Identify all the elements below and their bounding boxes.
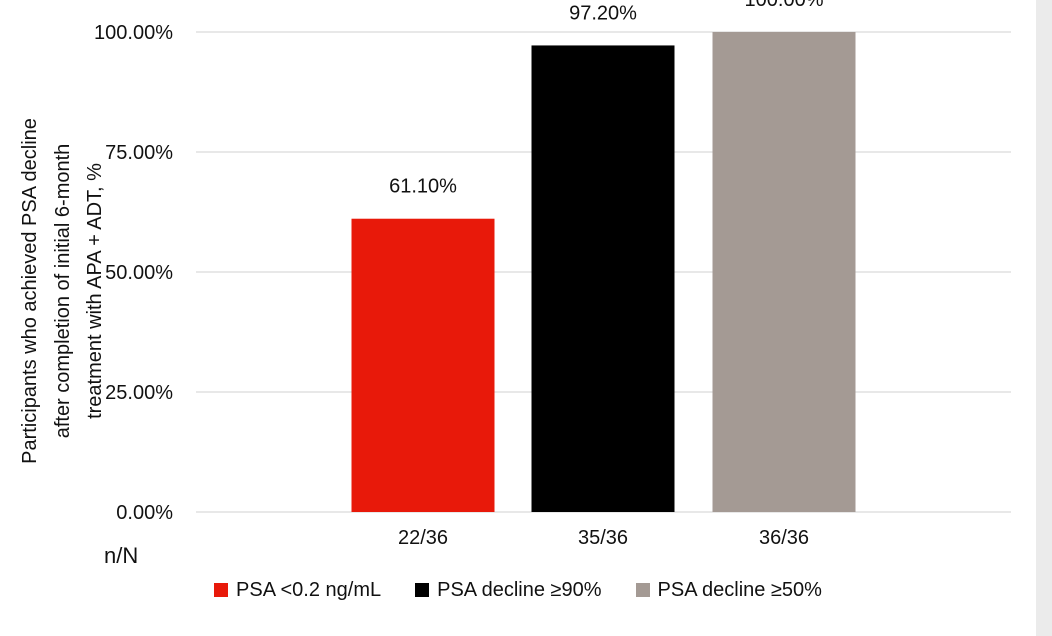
y-axis-title-line: Participants who achieved PSA decline [19, 118, 41, 464]
legend-item-psa-decline-50: PSA decline ≥50% [635, 578, 822, 602]
right-edge-strip [1036, 0, 1052, 636]
y-axis-title-line: treatment with APA + ADT, % [84, 163, 106, 419]
legend-swatch-gray [635, 583, 650, 597]
y-tick-label: 25.00% [105, 382, 173, 404]
legend-swatch-red [214, 583, 229, 597]
y-axis-title-line-group: Participants who achieved PSA decline [19, 118, 41, 464]
legend-label: PSA <0.2 ng/mL [236, 578, 382, 601]
labels: 0.00% 25.00% 50.00% 75.00% 100.00% 61.10% 22/3… [19, 0, 824, 568]
bar [531, 45, 675, 512]
data-label: 100.00% [745, 0, 824, 11]
data-label: 61.10% [389, 176, 457, 198]
x-tick-label: 22/36 [398, 527, 448, 549]
bar [712, 32, 856, 512]
bar [351, 218, 495, 512]
legend-item-psa-below-0-2: PSA <0.2 ng/mL [214, 579, 381, 602]
legend-label: PSA decline ≥90% [437, 578, 602, 601]
y-axis-title-line-group: after completion of initial 6-month [52, 144, 74, 439]
y-tick-label: 75.00% [105, 142, 173, 164]
y-tick-label: 100.00% [94, 22, 173, 44]
data-label: 97.20% [569, 2, 637, 24]
legend-item-psa-decline-90: PSA decline ≥90% [415, 578, 602, 602]
legend-label: PSA decline ≥50% [657, 578, 822, 601]
y-axis-title-line-group: treatment with APA + ADT, % [84, 163, 106, 419]
y-tick-label: 50.00% [105, 262, 173, 284]
x-axis-title: n/N [104, 543, 138, 568]
y-axis-title-line: after completion of initial 6-month [52, 144, 74, 439]
x-tick-label: 36/36 [759, 527, 809, 549]
legend-swatch-black [415, 583, 430, 597]
y-tick-label: 0.00% [116, 502, 173, 524]
legend: PSA <0.2 ng/mL PSA decline ≥90% PSA decl… [0, 574, 1036, 606]
x-tick-label: 35/36 [578, 527, 628, 549]
bars [351, 32, 856, 512]
